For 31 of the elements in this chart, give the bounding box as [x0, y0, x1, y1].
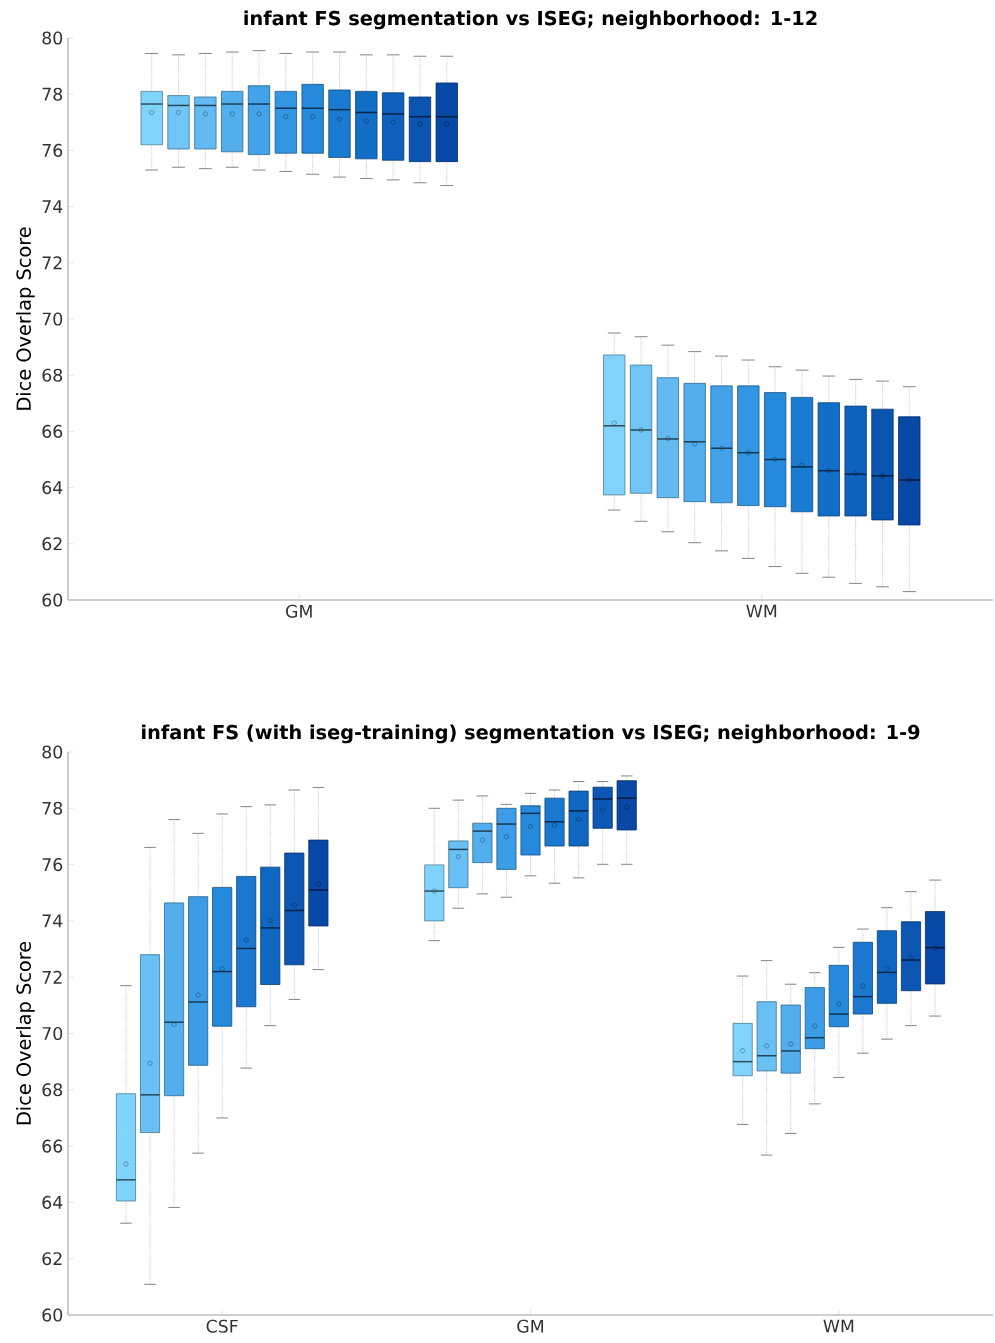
y-tick-label: 62 [42, 537, 62, 551]
x-tick-label: GM [517, 1319, 543, 1333]
y-tick-label: 72 [42, 256, 62, 270]
chart-title: infant FS (with iseg-training) segmentation vs ISEG; neighborhood: 1-9 [142, 724, 920, 744]
y-tick-label: 66 [42, 1139, 63, 1153]
x-tick-label: CSF [206, 1319, 238, 1333]
y-tick-label: 64 [42, 1195, 63, 1209]
y-tick-label: 78 [42, 801, 63, 815]
y-tick-label: 60 [42, 593, 63, 607]
chart-title: infant FS segmentation vs ISEG; neighborhood: 1-12 [244, 10, 817, 30]
y-tick-label: 68 [42, 1083, 63, 1097]
y-tick-label: 74 [42, 200, 63, 213]
y-tick-label: 80 [42, 31, 63, 45]
x-tick-label: GM [286, 604, 312, 618]
y-tick-label: 66 [42, 424, 63, 438]
y-tick-label: 70 [42, 312, 63, 326]
y-tick-label: 72 [42, 970, 62, 984]
x-tick-label: WM [823, 1319, 854, 1333]
y-tick-label: 70 [42, 1026, 63, 1041]
y-tick-label: 80 [42, 745, 63, 759]
y-tick-label: 60 [42, 1308, 63, 1322]
y-tick-label: 68 [42, 368, 63, 382]
x-tick-label: WM [746, 604, 777, 618]
y-tick-label: 76 [42, 143, 63, 157]
y-tick-label: 64 [42, 481, 63, 495]
y-axis-title: Dice Overlap Score [16, 941, 35, 1125]
y-axis-title: Dice Overlap Score [16, 227, 35, 410]
y-tick-label: 74 [42, 914, 63, 928]
y-tick-label: 76 [42, 858, 63, 872]
y-tick-label: 78 [42, 87, 63, 101]
y-tick-label: 62 [42, 1252, 62, 1266]
